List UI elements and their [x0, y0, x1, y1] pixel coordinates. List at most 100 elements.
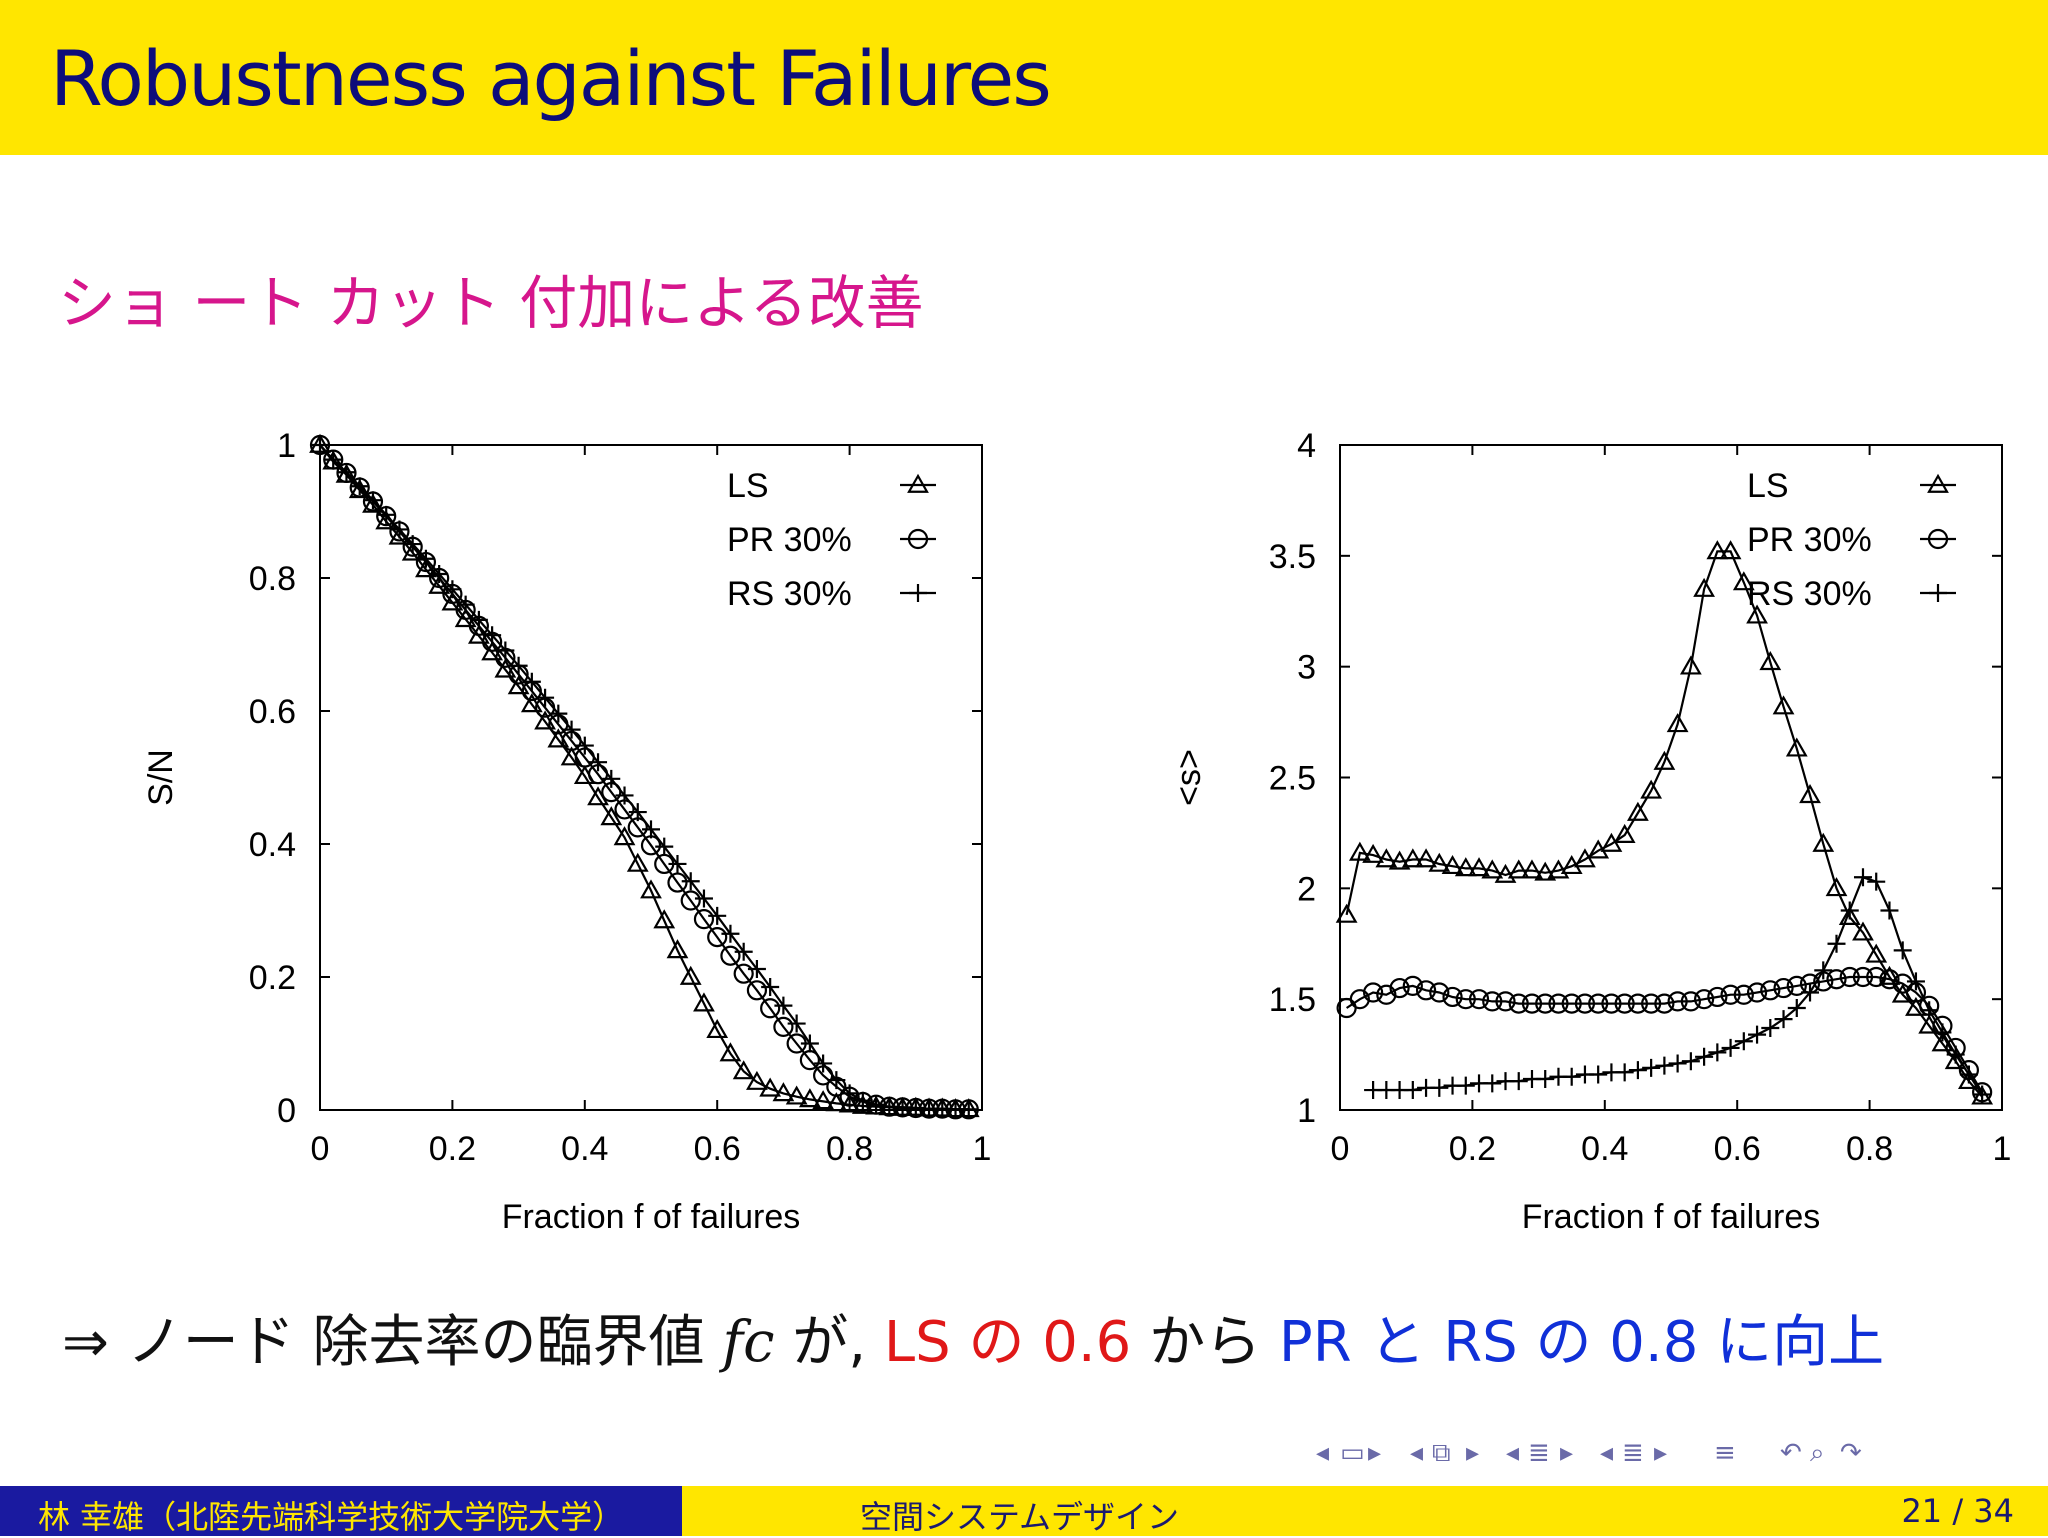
data-point — [1825, 877, 1848, 897]
data-point — [680, 890, 701, 911]
critical-value-symbol: fc — [722, 1310, 775, 1375]
series-line — [319, 444, 969, 1111]
data-point — [1773, 977, 1794, 999]
data-point — [1547, 859, 1570, 879]
data-point — [706, 1018, 729, 1039]
nav-slide-icon[interactable]: ⧉ — [1432, 1438, 1451, 1468]
legend-marker — [909, 584, 927, 602]
data-point — [377, 505, 396, 524]
x-axis-label: Fraction f of failures — [1522, 1198, 1821, 1236]
data-point — [1827, 934, 1846, 953]
nav-subsection-icon[interactable]: ≣ — [1622, 1438, 1644, 1468]
data-point — [1746, 604, 1768, 624]
data-point — [615, 786, 634, 805]
nav-prev-section-icon[interactable]: ◂ — [1506, 1438, 1520, 1468]
data-point — [1852, 966, 1874, 988]
x-axis-label: Fraction f of failures — [502, 1198, 801, 1236]
data-point — [324, 450, 343, 469]
nav-prev-frame-icon[interactable]: ◂ — [1316, 1438, 1330, 1468]
y-tick-label: 1 — [1297, 1092, 1316, 1130]
data-point — [1403, 1081, 1422, 1100]
data-point — [1483, 1074, 1502, 1093]
x-tick-label: 0.4 — [561, 1130, 608, 1168]
data-point — [1601, 993, 1622, 1014]
data-point — [589, 753, 608, 772]
data-point — [626, 852, 649, 872]
data-point — [1588, 993, 1609, 1014]
data-point — [1481, 859, 1504, 879]
data-point — [1880, 901, 1899, 920]
nav-prev-slide-icon[interactable]: ◂ — [1410, 1438, 1424, 1468]
series-pr-30- — [309, 434, 979, 1120]
nav-next-subsection-icon[interactable]: ▸ — [1654, 1438, 1668, 1468]
data-point — [798, 1088, 821, 1108]
y-axis-label: S/N — [142, 749, 180, 806]
y-axis-label: <s> — [1170, 749, 1208, 806]
data-point — [1375, 848, 1398, 868]
data-point — [1362, 843, 1384, 863]
data-point — [1442, 986, 1463, 1008]
data-point — [1509, 1072, 1528, 1091]
series-rs-30- — [1364, 868, 1992, 1104]
footer-page-number: 21 / 34 — [1901, 1492, 2014, 1530]
data-point — [1653, 750, 1676, 770]
data-point — [522, 672, 541, 691]
y-tick-label: 0.6 — [249, 693, 296, 731]
data-point — [721, 924, 740, 943]
data-point — [1494, 863, 1517, 883]
data-point — [668, 854, 687, 873]
nav-frame-icon[interactable]: ▭ — [1340, 1438, 1365, 1468]
data-point — [1680, 991, 1701, 1012]
data-point — [1535, 993, 1556, 1014]
data-point — [1706, 540, 1729, 560]
series-line — [1345, 550, 1983, 1098]
plot-frame — [319, 444, 983, 1111]
y-tick-label: 0.2 — [249, 959, 296, 997]
data-point — [1402, 975, 1423, 996]
data-point — [761, 977, 780, 996]
data-point — [1761, 1018, 1780, 1037]
data-point — [1468, 989, 1490, 1010]
data-point — [707, 926, 728, 948]
data-point — [1628, 1061, 1647, 1080]
nav-section-icon[interactable]: ≣ — [1528, 1438, 1550, 1468]
nav-toc-icon[interactable]: ≡ — [1714, 1438, 1736, 1468]
data-point — [1920, 1001, 1939, 1020]
data-point — [600, 806, 623, 826]
data-point — [693, 992, 715, 1012]
y-tick-label: 2.5 — [1269, 760, 1316, 798]
nav-next-section-icon[interactable]: ▸ — [1560, 1438, 1574, 1468]
data-point — [1853, 868, 1872, 887]
x-tick-label: 0.6 — [694, 1130, 741, 1168]
data-point — [1507, 859, 1530, 879]
nav-back-icon[interactable]: ↶ — [1780, 1438, 1802, 1468]
conclusion-part2: が, — [792, 1310, 867, 1375]
nav-next-slide-icon[interactable]: ▸ — [1466, 1438, 1480, 1468]
implies-arrow: ⇒ — [62, 1310, 109, 1375]
nav-search-icon[interactable]: ⌕ — [1810, 1438, 1825, 1468]
series-line — [1345, 975, 1984, 1093]
data-point — [403, 535, 422, 554]
data-point — [1495, 991, 1516, 1012]
chart-svg-0: 0 0.2 0.4 0.6 0.8 1 0 0.2 0.4 0.6 0.8 1 Fraction f o… — [142, 427, 991, 1236]
data-point — [494, 658, 517, 678]
x-tick-label: 0 — [311, 1130, 330, 1168]
legend-label: PR 30% — [1747, 521, 1872, 559]
title-bar: Robustness against Failures — [0, 0, 2048, 155]
data-point — [496, 641, 515, 660]
series-rs-30- — [311, 436, 978, 1119]
data-point — [772, 1082, 795, 1102]
data-point — [825, 1092, 848, 1112]
data-point — [1561, 993, 1582, 1014]
data-point — [1667, 991, 1688, 1012]
data-point — [640, 879, 662, 899]
data-point — [787, 1014, 806, 1033]
data-point — [1814, 961, 1833, 980]
data-point — [1521, 859, 1543, 879]
nav-forward-icon[interactable]: ↷ — [1840, 1438, 1862, 1468]
nav-next-frame-icon[interactable]: ▸ — [1368, 1438, 1382, 1468]
nav-prev-subsection-icon[interactable]: ◂ — [1600, 1438, 1614, 1468]
conclusion-part3: から — [1149, 1310, 1262, 1375]
data-point — [666, 939, 689, 959]
data-point — [1548, 993, 1569, 1014]
